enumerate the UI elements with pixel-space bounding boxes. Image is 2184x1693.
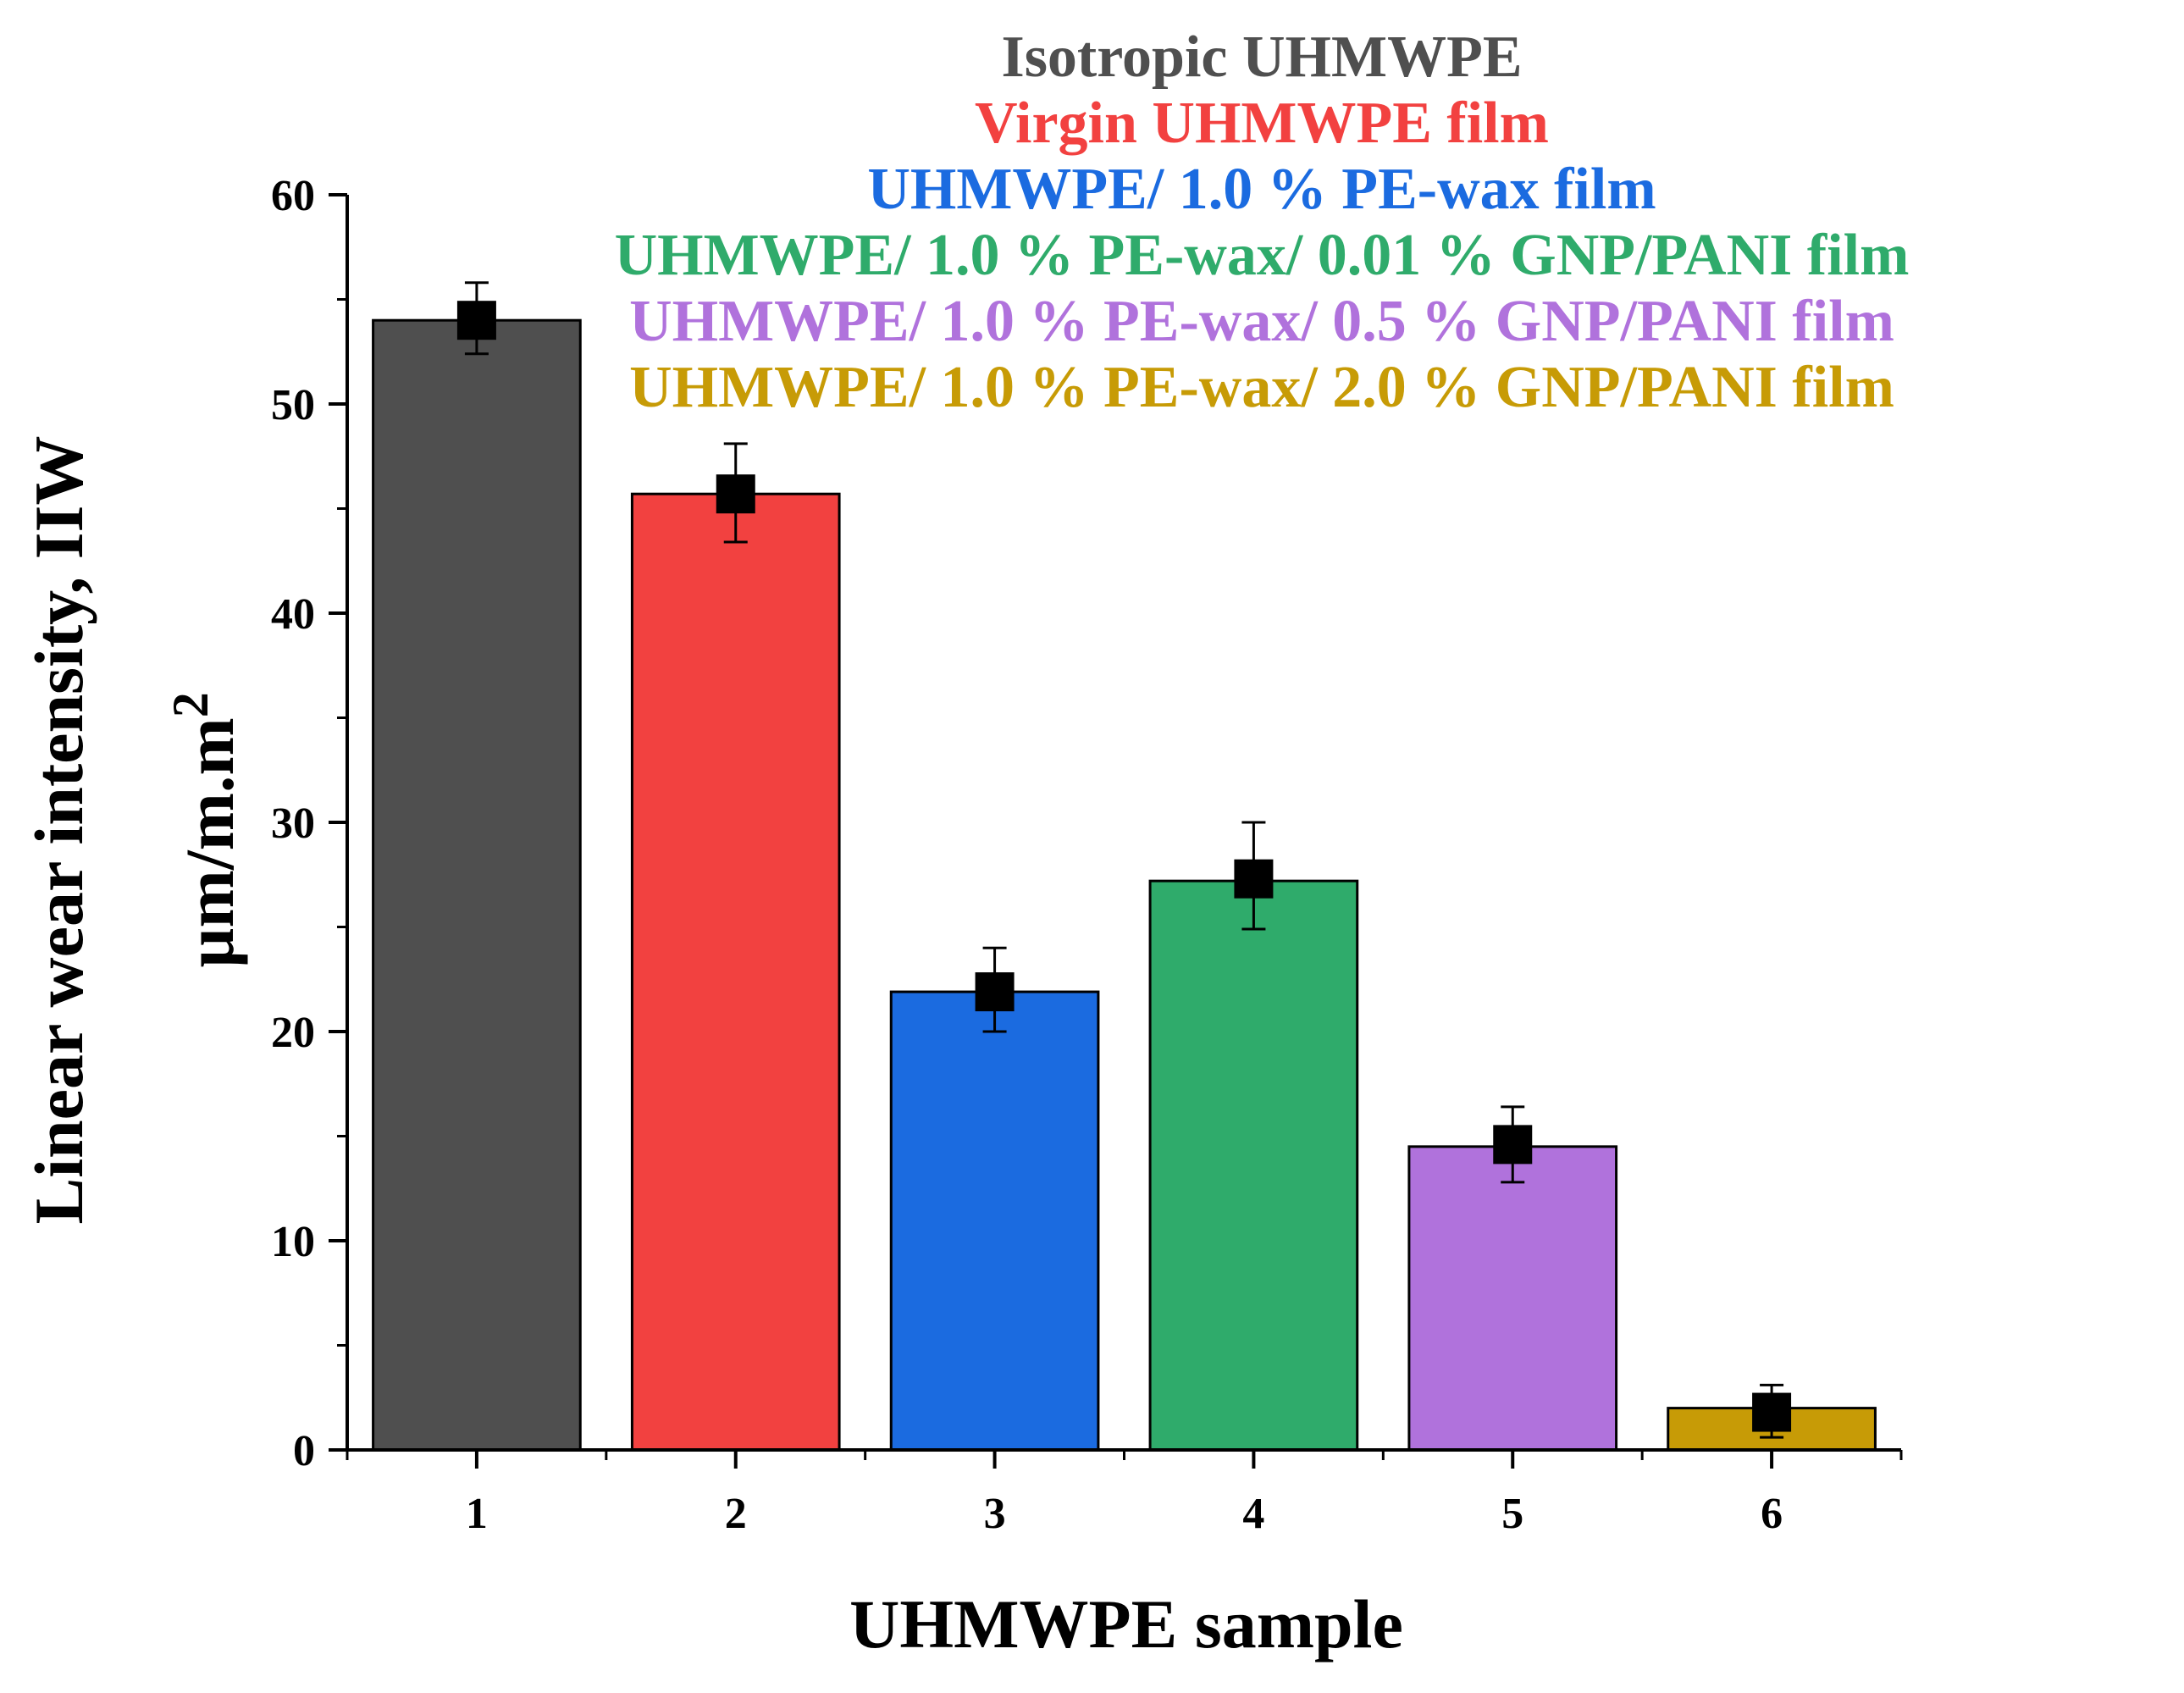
- y-axis-title-line2: µm/m.m2: [163, 692, 248, 967]
- y-tick-label: 10: [271, 1218, 315, 1266]
- marker-sample-1: [456, 301, 496, 340]
- legend-item: UHMWPE/ 1.0 % PE-wax film: [867, 157, 1656, 222]
- x-tick-label: 3: [984, 1490, 1006, 1538]
- marker-sample-6: [1752, 1392, 1792, 1432]
- x-ticks-group: 1 2 3 4 5 6: [346, 1450, 1903, 1538]
- y-tick-label: 20: [271, 1009, 315, 1057]
- bar-sample-5: [1407, 1145, 1618, 1452]
- legend-item: UHMWPE/ 1.0 % PE-wax/ 0.5 % GNP/PANI fil…: [629, 289, 1894, 354]
- legend-item: UHMWPE/ 1.0 % PE-wax/ 0.01 % GNP/PANI fi…: [615, 223, 1910, 288]
- legend-item: Isotropic UHMWPE: [1001, 25, 1522, 90]
- marker-sample-5: [1493, 1125, 1533, 1165]
- x-tick-label: 2: [725, 1490, 747, 1538]
- y-axis-unit-superscript: 2: [163, 692, 218, 717]
- legend-item: UHMWPE/ 1.0 % PE-wax/ 2.0 % GNP/PANI fil…: [629, 355, 1894, 420]
- y-tick-label: 60: [271, 172, 315, 220]
- y-axis-title-line1: Linear wear intensity, IIW: [20, 436, 97, 1225]
- bar-sample-4: [1148, 879, 1359, 1452]
- marker-sample-4: [1234, 859, 1274, 899]
- bar-sample-2: [630, 492, 841, 1452]
- bar-sample-1: [372, 318, 582, 1452]
- y-tick-label: 40: [271, 590, 315, 639]
- legend-item: Virgin UHMWPE film: [975, 91, 1549, 156]
- y-tick-label: 0: [293, 1427, 315, 1475]
- y-ticks-group: 0 10 20 30 40 50 60: [271, 172, 347, 1475]
- marker-sample-2: [716, 474, 755, 514]
- x-tick-label: 6: [1761, 1490, 1783, 1538]
- markers-group: [456, 301, 1792, 1432]
- bars-group: [372, 318, 1877, 1452]
- y-axis-unit: µm/m.m: [171, 717, 248, 967]
- marker-sample-3: [975, 972, 1015, 1012]
- bar-sample-3: [889, 990, 1100, 1452]
- x-tick-label: 4: [1242, 1490, 1264, 1538]
- y-tick-label: 50: [271, 381, 315, 429]
- x-axis-title: UHMWPE sample: [849, 1585, 1403, 1663]
- x-tick-label: 1: [466, 1490, 488, 1538]
- y-tick-label: 30: [271, 799, 315, 848]
- x-tick-label: 5: [1501, 1490, 1523, 1538]
